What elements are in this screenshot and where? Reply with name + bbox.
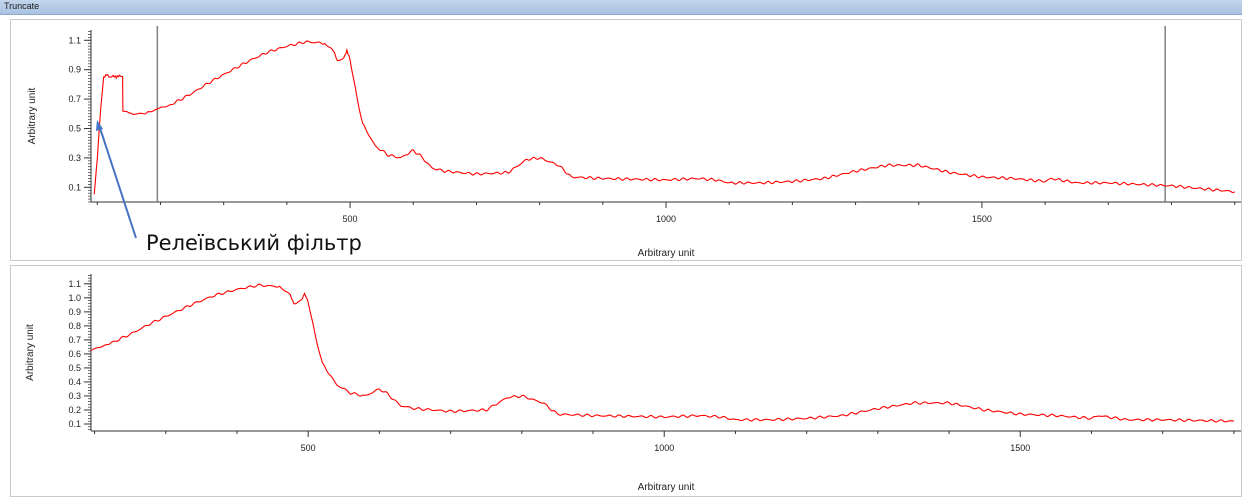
spectrum-series-line — [93, 40, 1235, 195]
spectrum-panel-truncated[interactable]: 0.1 0.2 0.3 0.4 0.5 0.6 0.7 0.8 0.9 1.0 1.1 500 1000… — [10, 265, 1242, 497]
y-tick-label: 0.3 — [68, 153, 81, 163]
y-tick-label: 0.4 — [68, 377, 81, 387]
x-tick-label: 1000 — [654, 443, 674, 453]
y-axis-title: Arbitrary unit — [27, 87, 38, 144]
spectrum-chart-raw[interactable]: 0.1 0.3 0.5 0.7 0.9 1.1 500 1000 1500 Arbitrary u… — [11, 20, 1241, 260]
y-tick-label: 0.9 — [68, 65, 81, 75]
y-tick-label: 0.2 — [68, 405, 81, 415]
y-tick-label: 1.0 — [68, 293, 81, 303]
spectrum-chart-truncated[interactable]: 0.1 0.2 0.3 0.4 0.5 0.6 0.7 0.8 0.9 1.0 1.1 500 1000… — [11, 266, 1241, 496]
y-tick-label: 1.1 — [68, 279, 81, 289]
y-tick-label: 1.1 — [68, 35, 81, 45]
annotation-label: Релеївський фільтр — [146, 231, 362, 255]
y-tick-label: 0.5 — [68, 363, 81, 373]
y-tick-label: 0.1 — [68, 182, 81, 192]
y-tick-label: 0.7 — [68, 335, 81, 345]
x-tick-label: 500 — [343, 214, 358, 224]
y-tick-label: 0.5 — [68, 123, 81, 133]
x-axis-title: Arbitrary unit — [638, 248, 695, 259]
y-tick-label: 0.1 — [68, 419, 81, 429]
x-tick-label: 500 — [301, 443, 316, 453]
y-tick-label: 0.7 — [68, 94, 81, 104]
y-tick-label: 0.8 — [68, 321, 81, 331]
y-tick-label: 0.6 — [68, 349, 81, 359]
window-title: Truncate — [4, 1, 40, 11]
x-tick-label: 1500 — [972, 214, 992, 224]
y-axis-title: Arbitrary unit — [25, 324, 36, 381]
y-tick-label: 0.3 — [68, 391, 81, 401]
window-titlebar: Truncate — [0, 0, 1242, 15]
y-tick-label: 0.9 — [68, 307, 81, 317]
x-tick-label: 1500 — [1010, 443, 1030, 453]
spectrum-panel-raw[interactable]: 0.1 0.3 0.5 0.7 0.9 1.1 500 1000 1500 Arbitrary u… — [10, 19, 1242, 261]
spectrum-series-line — [90, 283, 1235, 423]
x-tick-label: 1000 — [656, 214, 676, 224]
x-axis-title: Arbitrary unit — [638, 482, 695, 493]
